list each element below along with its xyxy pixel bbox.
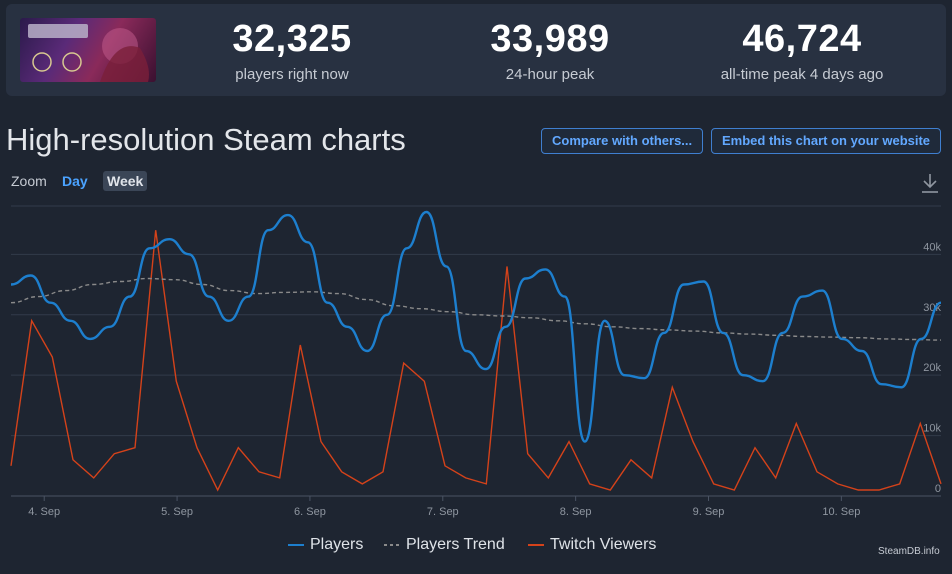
players-now-label: players right now bbox=[235, 66, 349, 83]
series-line-players-trend bbox=[10, 277, 942, 341]
legend-trend-swatch bbox=[384, 544, 400, 546]
legend-trend[interactable]: Players Trend bbox=[384, 536, 505, 554]
stat-current: 32,325 players right now bbox=[162, 14, 422, 83]
x-tick-label: 5. Sep bbox=[161, 506, 193, 518]
zoom-label: Zoom bbox=[11, 173, 47, 189]
x-tick-label: 6. Sep bbox=[294, 506, 326, 518]
peak-24h-label: 24-hour peak bbox=[505, 66, 595, 83]
legend-twitch-label: Twitch Viewers bbox=[550, 536, 657, 553]
stats-panel: 32,325 players right now 33,989 24-hour … bbox=[6, 4, 946, 96]
x-tick-label: 4. Sep bbox=[28, 506, 60, 518]
series-line-players bbox=[10, 210, 942, 443]
compare-button[interactable]: Compare with others... bbox=[541, 128, 704, 154]
legend-twitch-swatch bbox=[528, 544, 544, 546]
peak-24h-value: 33,989 bbox=[490, 18, 610, 60]
zoom-week-button[interactable]: Week bbox=[103, 171, 148, 191]
game-banner-image[interactable] bbox=[20, 18, 156, 82]
zoom-day-button[interactable]: Day bbox=[62, 173, 88, 189]
page-title: High-resolution Steam charts bbox=[6, 122, 406, 157]
players-now-value: 32,325 bbox=[232, 18, 352, 60]
alltime-peak-value: 46,724 bbox=[742, 18, 862, 60]
x-tick-label: 9. Sep bbox=[693, 506, 725, 518]
legend-twitch[interactable]: Twitch Viewers bbox=[528, 536, 656, 554]
legend-players-swatch bbox=[288, 544, 304, 546]
series-line-twitch-viewers bbox=[10, 230, 942, 492]
x-tick-label: 10. Sep bbox=[822, 506, 860, 518]
y-tick-label: 10k bbox=[923, 423, 941, 435]
alltime-peak-label: all-time peak 4 days ago bbox=[720, 66, 884, 83]
embed-button[interactable]: Embed this chart on your website bbox=[711, 128, 942, 154]
x-tick-label: 8. Sep bbox=[560, 506, 592, 518]
legend-players-label: Players bbox=[310, 536, 364, 553]
stat-24h-peak: 33,989 24-hour peak bbox=[420, 14, 680, 83]
y-tick-label: 0 bbox=[935, 483, 941, 495]
stat-alltime-peak: 46,724 all-time peak 4 days ago bbox=[672, 14, 932, 83]
legend-players[interactable]: Players bbox=[288, 536, 363, 554]
download-icon[interactable] bbox=[920, 172, 940, 194]
x-tick-label: 7. Sep bbox=[427, 506, 459, 518]
y-tick-label: 40k bbox=[923, 241, 941, 253]
legend-trend-label: Players Trend bbox=[406, 536, 505, 553]
y-tick-label: 20k bbox=[923, 362, 941, 374]
game-art-icon bbox=[28, 24, 149, 82]
credit-text: SteamDB.info bbox=[878, 546, 940, 557]
